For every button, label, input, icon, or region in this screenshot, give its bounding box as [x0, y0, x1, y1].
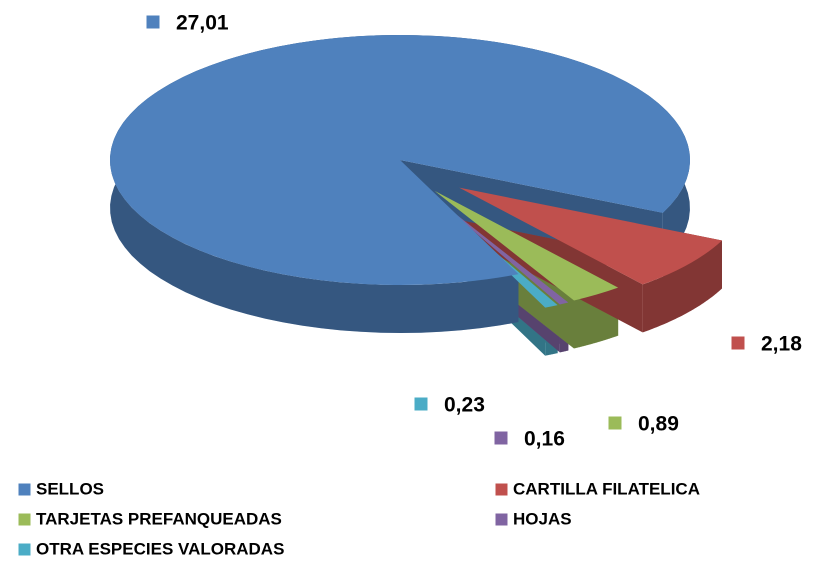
label-key — [730, 335, 746, 351]
value-label: 0,23 — [444, 394, 485, 417]
slice — [428, 192, 569, 305]
legend-label: TARJETAS PREFANQUEADAS — [36, 509, 282, 528]
slice-tops — [110, 35, 723, 308]
value-label: 0,16 — [524, 428, 565, 451]
label-key — [493, 430, 509, 446]
slice — [434, 190, 619, 301]
legend-swatch — [17, 512, 32, 527]
legend-swatch — [17, 542, 32, 557]
value-label: 2,18 — [761, 333, 802, 356]
slice-side-shade — [642, 240, 722, 333]
legend-swatch — [494, 482, 509, 497]
legend-swatch — [17, 482, 32, 497]
slice — [110, 35, 691, 286]
slice-side — [642, 240, 722, 333]
slice — [459, 187, 723, 285]
legend-label: SELLOS — [36, 479, 104, 498]
label-key — [413, 396, 429, 412]
legend-swatch — [494, 512, 509, 527]
value-label: 27,01 — [176, 12, 229, 35]
label-key — [145, 14, 161, 30]
value-label: 0,89 — [638, 413, 679, 436]
label-key — [607, 415, 623, 431]
legend-label: CARTILLA FILATELICA — [513, 479, 700, 498]
legend-label: HOJAS — [513, 509, 572, 528]
legend-label: OTRA ESPECIES VALORADAS — [36, 539, 284, 558]
